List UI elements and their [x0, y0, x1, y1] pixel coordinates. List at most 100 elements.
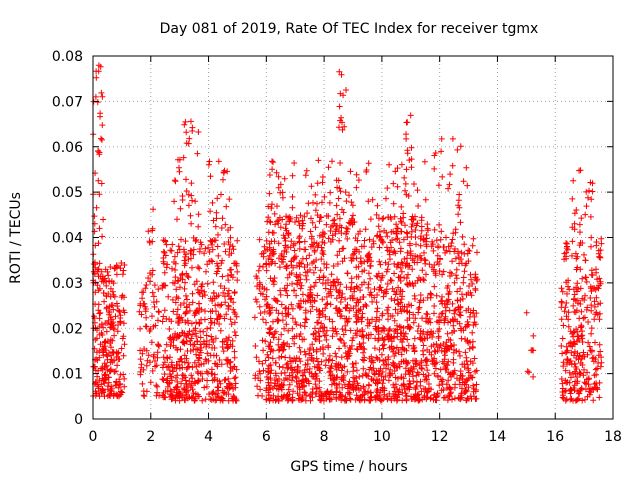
data-point: [384, 396, 391, 403]
data-point: [421, 236, 427, 243]
data-point: [190, 251, 197, 258]
data-point: [381, 327, 387, 334]
data-point: [429, 241, 436, 248]
data-point: [411, 181, 417, 187]
data-point: [303, 167, 310, 174]
data-point: [203, 332, 210, 339]
data-point: [301, 213, 308, 220]
data-point: [434, 344, 441, 351]
data-point: [112, 368, 119, 375]
data-point: [408, 144, 415, 151]
data-point: [209, 319, 215, 326]
data-point: [174, 362, 181, 369]
data-point: [406, 242, 413, 249]
data-point: [385, 332, 392, 339]
data-point: [270, 347, 277, 354]
data-point: [289, 204, 296, 211]
data-point: [119, 271, 126, 278]
data-point: [429, 357, 436, 364]
data-point: [321, 324, 328, 331]
data-point: [577, 301, 584, 307]
data-point: [402, 180, 409, 187]
data-point: [182, 253, 189, 260]
data-point: [283, 265, 290, 272]
data-point: [404, 230, 411, 237]
data-point: [285, 230, 292, 236]
data-point: [376, 316, 383, 323]
data-point: [394, 296, 401, 303]
data-point: [312, 191, 319, 198]
data-point: [353, 319, 360, 326]
data-point: [206, 248, 213, 255]
data-point: [394, 322, 400, 329]
data-point: [591, 316, 598, 323]
data-point: [202, 245, 209, 252]
data-point: [400, 325, 407, 331]
data-point: [170, 308, 177, 315]
data-point: [267, 386, 274, 393]
data-point: [456, 377, 463, 384]
data-point: [437, 255, 443, 262]
data-point: [591, 303, 598, 310]
data-point: [349, 251, 356, 258]
data-point: [559, 335, 566, 342]
data-point: [355, 263, 362, 270]
data-point: [120, 307, 127, 314]
data-point: [182, 260, 189, 267]
data-point: [168, 359, 175, 366]
data-point: [442, 304, 449, 311]
y-tick-label: 0.08: [52, 49, 83, 65]
data-point: [431, 152, 438, 159]
data-point: [162, 252, 169, 259]
data-point: [564, 240, 571, 247]
data-point: [412, 213, 418, 220]
data-point: [309, 341, 316, 348]
data-point: [201, 384, 208, 391]
data-point: [273, 169, 280, 176]
data-point: [113, 300, 120, 307]
data-point: [431, 283, 438, 290]
data-point: [415, 323, 422, 330]
data-point: [417, 242, 424, 249]
data-point: [278, 301, 285, 308]
data-point: [334, 252, 341, 259]
data-point: [323, 327, 330, 334]
data-point: [121, 341, 128, 348]
data-point: [275, 173, 282, 180]
data-point: [565, 316, 572, 323]
data-point: [421, 256, 428, 263]
data-point: [371, 294, 378, 301]
data-point: [342, 315, 348, 322]
x-tick-label: 12: [431, 429, 449, 445]
data-point: [282, 235, 289, 242]
x-tick-label: 2: [146, 429, 155, 445]
x-axis-label: GPS time / hours: [290, 459, 407, 475]
data-point: [336, 215, 343, 222]
data-point: [96, 354, 103, 361]
data-point: [296, 392, 303, 398]
data-point: [462, 388, 469, 395]
data-point: [174, 216, 180, 223]
data-point: [320, 273, 327, 280]
data-point: [343, 87, 349, 93]
data-point: [206, 158, 213, 165]
data-point: [346, 344, 353, 351]
data-point: [155, 342, 162, 349]
data-point: [469, 343, 476, 350]
data-point: [319, 247, 326, 254]
data-point: [593, 309, 600, 316]
data-point: [221, 241, 228, 247]
data-point: [289, 305, 296, 312]
y-tick-label: 0.01: [52, 367, 83, 383]
data-point: [195, 223, 202, 230]
data-point: [139, 380, 146, 387]
data-point: [413, 361, 420, 368]
data-point: [452, 381, 459, 388]
data-point: [570, 286, 577, 293]
data-point: [104, 320, 110, 326]
data-point: [431, 165, 438, 172]
data-point: [139, 295, 146, 302]
data-point: [568, 374, 574, 381]
data-point: [559, 389, 566, 395]
data-point: [167, 247, 174, 254]
